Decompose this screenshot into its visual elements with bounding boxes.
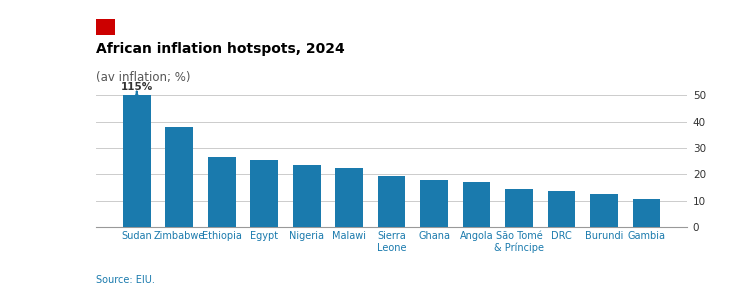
Bar	[336, 168, 363, 227]
Bar	[633, 199, 661, 227]
Bar	[293, 165, 321, 227]
Bar	[251, 160, 278, 227]
Bar	[166, 127, 193, 227]
Bar	[505, 189, 533, 227]
Bar	[420, 180, 448, 227]
Bar	[590, 194, 618, 227]
Bar	[123, 95, 151, 227]
Text: Source: EIU.: Source: EIU.	[96, 275, 155, 285]
Text: African inflation hotspots, 2024: African inflation hotspots, 2024	[96, 42, 345, 56]
Text: 115%: 115%	[120, 82, 153, 92]
Bar	[463, 182, 491, 227]
Bar	[208, 157, 236, 227]
Text: (av inflation; %): (av inflation; %)	[96, 71, 191, 84]
Bar	[378, 175, 406, 227]
Bar	[548, 191, 576, 227]
